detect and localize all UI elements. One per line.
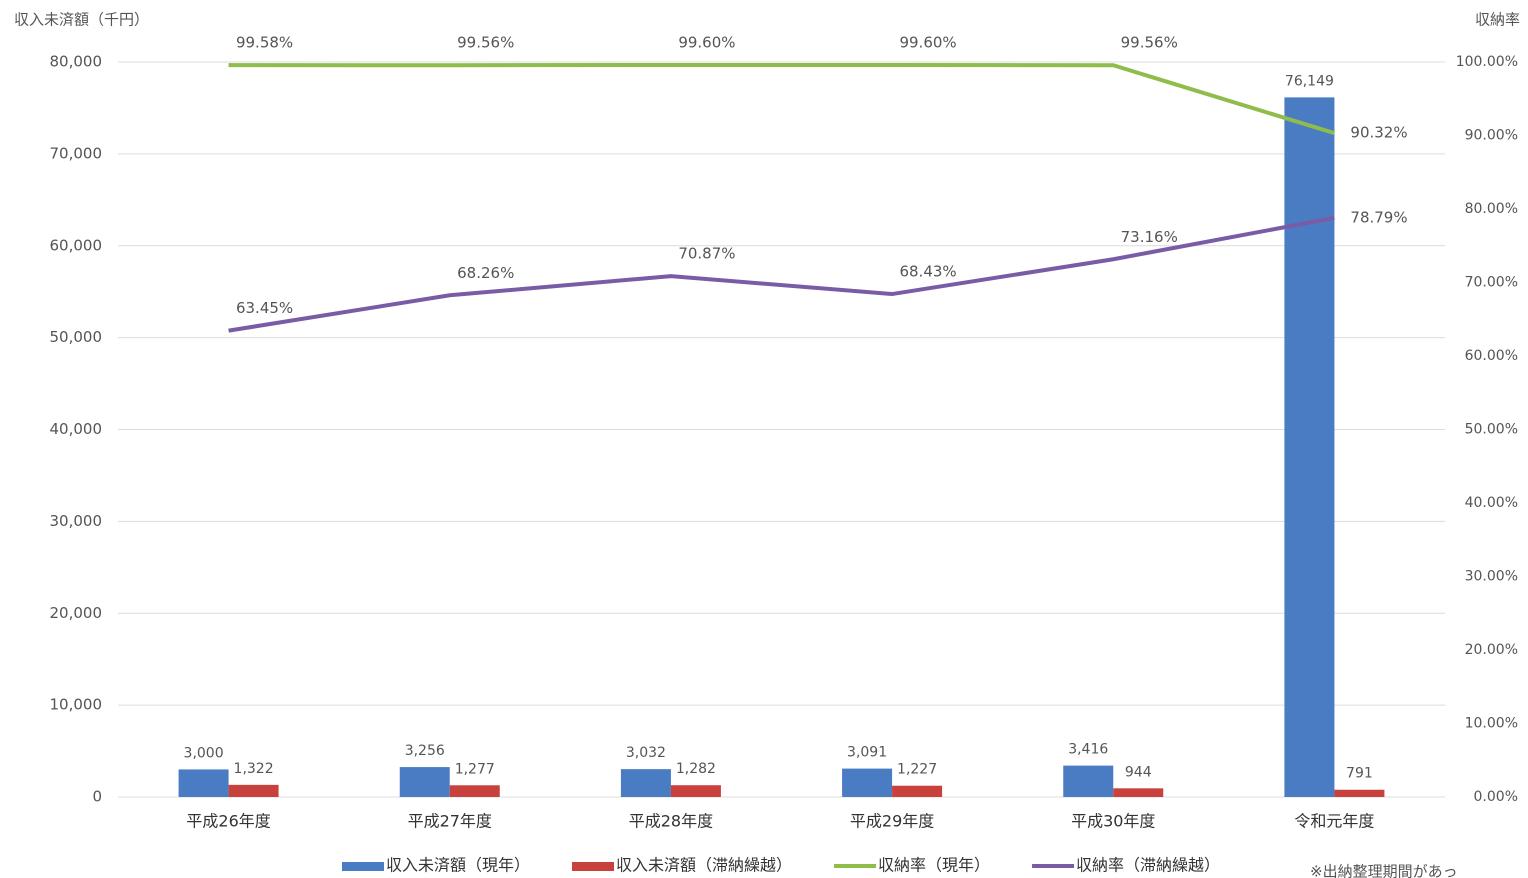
legend-swatch [572,862,615,871]
y2-tick-label: 30.00% [1465,569,1518,585]
legend-label: 収入未済額（現年） [386,856,530,875]
y-tick-label: 10,000 [50,696,103,714]
bar [670,785,721,797]
legend-label: 収入未済額（滞納繰越） [616,856,792,875]
line-value-label: 90.32% [1350,124,1407,142]
line-value-label: 99.60% [899,33,956,51]
y2-tick-label: 0.00% [1474,789,1518,805]
line-value-label: 63.45% [236,299,293,317]
line [228,62,1336,136]
y-tick-label: 0 [92,788,102,806]
legend-swatch [342,862,384,871]
y-axis-title: 収入未済額（千円） [14,11,149,29]
bar [620,769,671,797]
x-tick-label: 平成26年度 [186,812,270,831]
bar-value-label: 944 [1125,764,1152,780]
y2-tick-label: 90.00% [1465,128,1518,144]
line-value-label: 78.79% [1350,208,1407,226]
x-tick-label: 平成27年度 [408,812,492,831]
line-value-label: 99.56% [1121,34,1178,52]
y2-tick-label: 80.00% [1465,201,1518,217]
bar [892,785,943,797]
bar-value-label: 1,227 [897,762,937,778]
bar [1334,789,1385,797]
bar [399,767,450,797]
bar [1063,765,1114,797]
line-value-label: 68.43% [899,263,956,281]
x-tick-label: 令和元年度 [1294,812,1374,831]
y-tick-label: 70,000 [50,144,103,162]
y2-tick-label: 60.00% [1465,348,1518,364]
line-value-label: 99.56% [457,34,514,52]
line-value-label: 99.58% [236,34,293,52]
bar [449,785,500,797]
bar [178,769,229,797]
x-tick-label: 平成29年度 [850,812,934,831]
bar [1113,788,1164,797]
bar-value-label: 1,282 [676,761,716,777]
y2-tick-label: 100.00% [1456,54,1518,70]
legend-label: 収納率（現年） [878,856,990,875]
y-tick-label: 30,000 [50,512,103,530]
bar-value-label: 1,322 [234,761,274,777]
line-value-label: 99.60% [678,33,735,51]
bar-value-label: 1,277 [455,761,495,777]
bar-value-label: 3,256 [405,743,445,759]
bar-value-label: 791 [1346,766,1373,782]
y2-axis-title: 収納率 [1475,11,1520,29]
line [228,215,1335,333]
y2-tick-label: 70.00% [1465,275,1518,291]
y2-tick-label: 40.00% [1465,495,1518,511]
legend-label: 収納率（滞納繰越） [1076,856,1220,875]
y2-tick-label: 10.00% [1465,716,1518,732]
bar-value-label: 3,032 [626,745,666,761]
y2-tick-label: 50.00% [1465,422,1518,438]
bar [842,768,893,797]
y-tick-label: 80,000 [50,53,103,71]
line-value-label: 73.16% [1121,228,1178,246]
bar [228,784,279,797]
x-tick-label: 平成28年度 [629,812,713,831]
line-value-label: 70.87% [678,245,735,263]
y-tick-label: 50,000 [50,328,103,346]
y2-tick-label: 20.00% [1465,642,1518,658]
bar-value-label: 76,149 [1285,73,1334,89]
bar-value-label: 3,416 [1068,742,1108,758]
y-tick-label: 20,000 [50,604,103,622]
y-tick-label: 40,000 [50,420,103,438]
y-tick-label: 60,000 [50,236,103,254]
note: ※出納整理期間があっ [1310,863,1458,878]
x-tick-label: 平成30年度 [1071,812,1155,831]
bar [1284,97,1335,798]
bar-value-label: 3,000 [184,745,224,761]
bar-value-label: 3,091 [847,745,887,761]
line-value-label: 68.26% [457,264,514,282]
